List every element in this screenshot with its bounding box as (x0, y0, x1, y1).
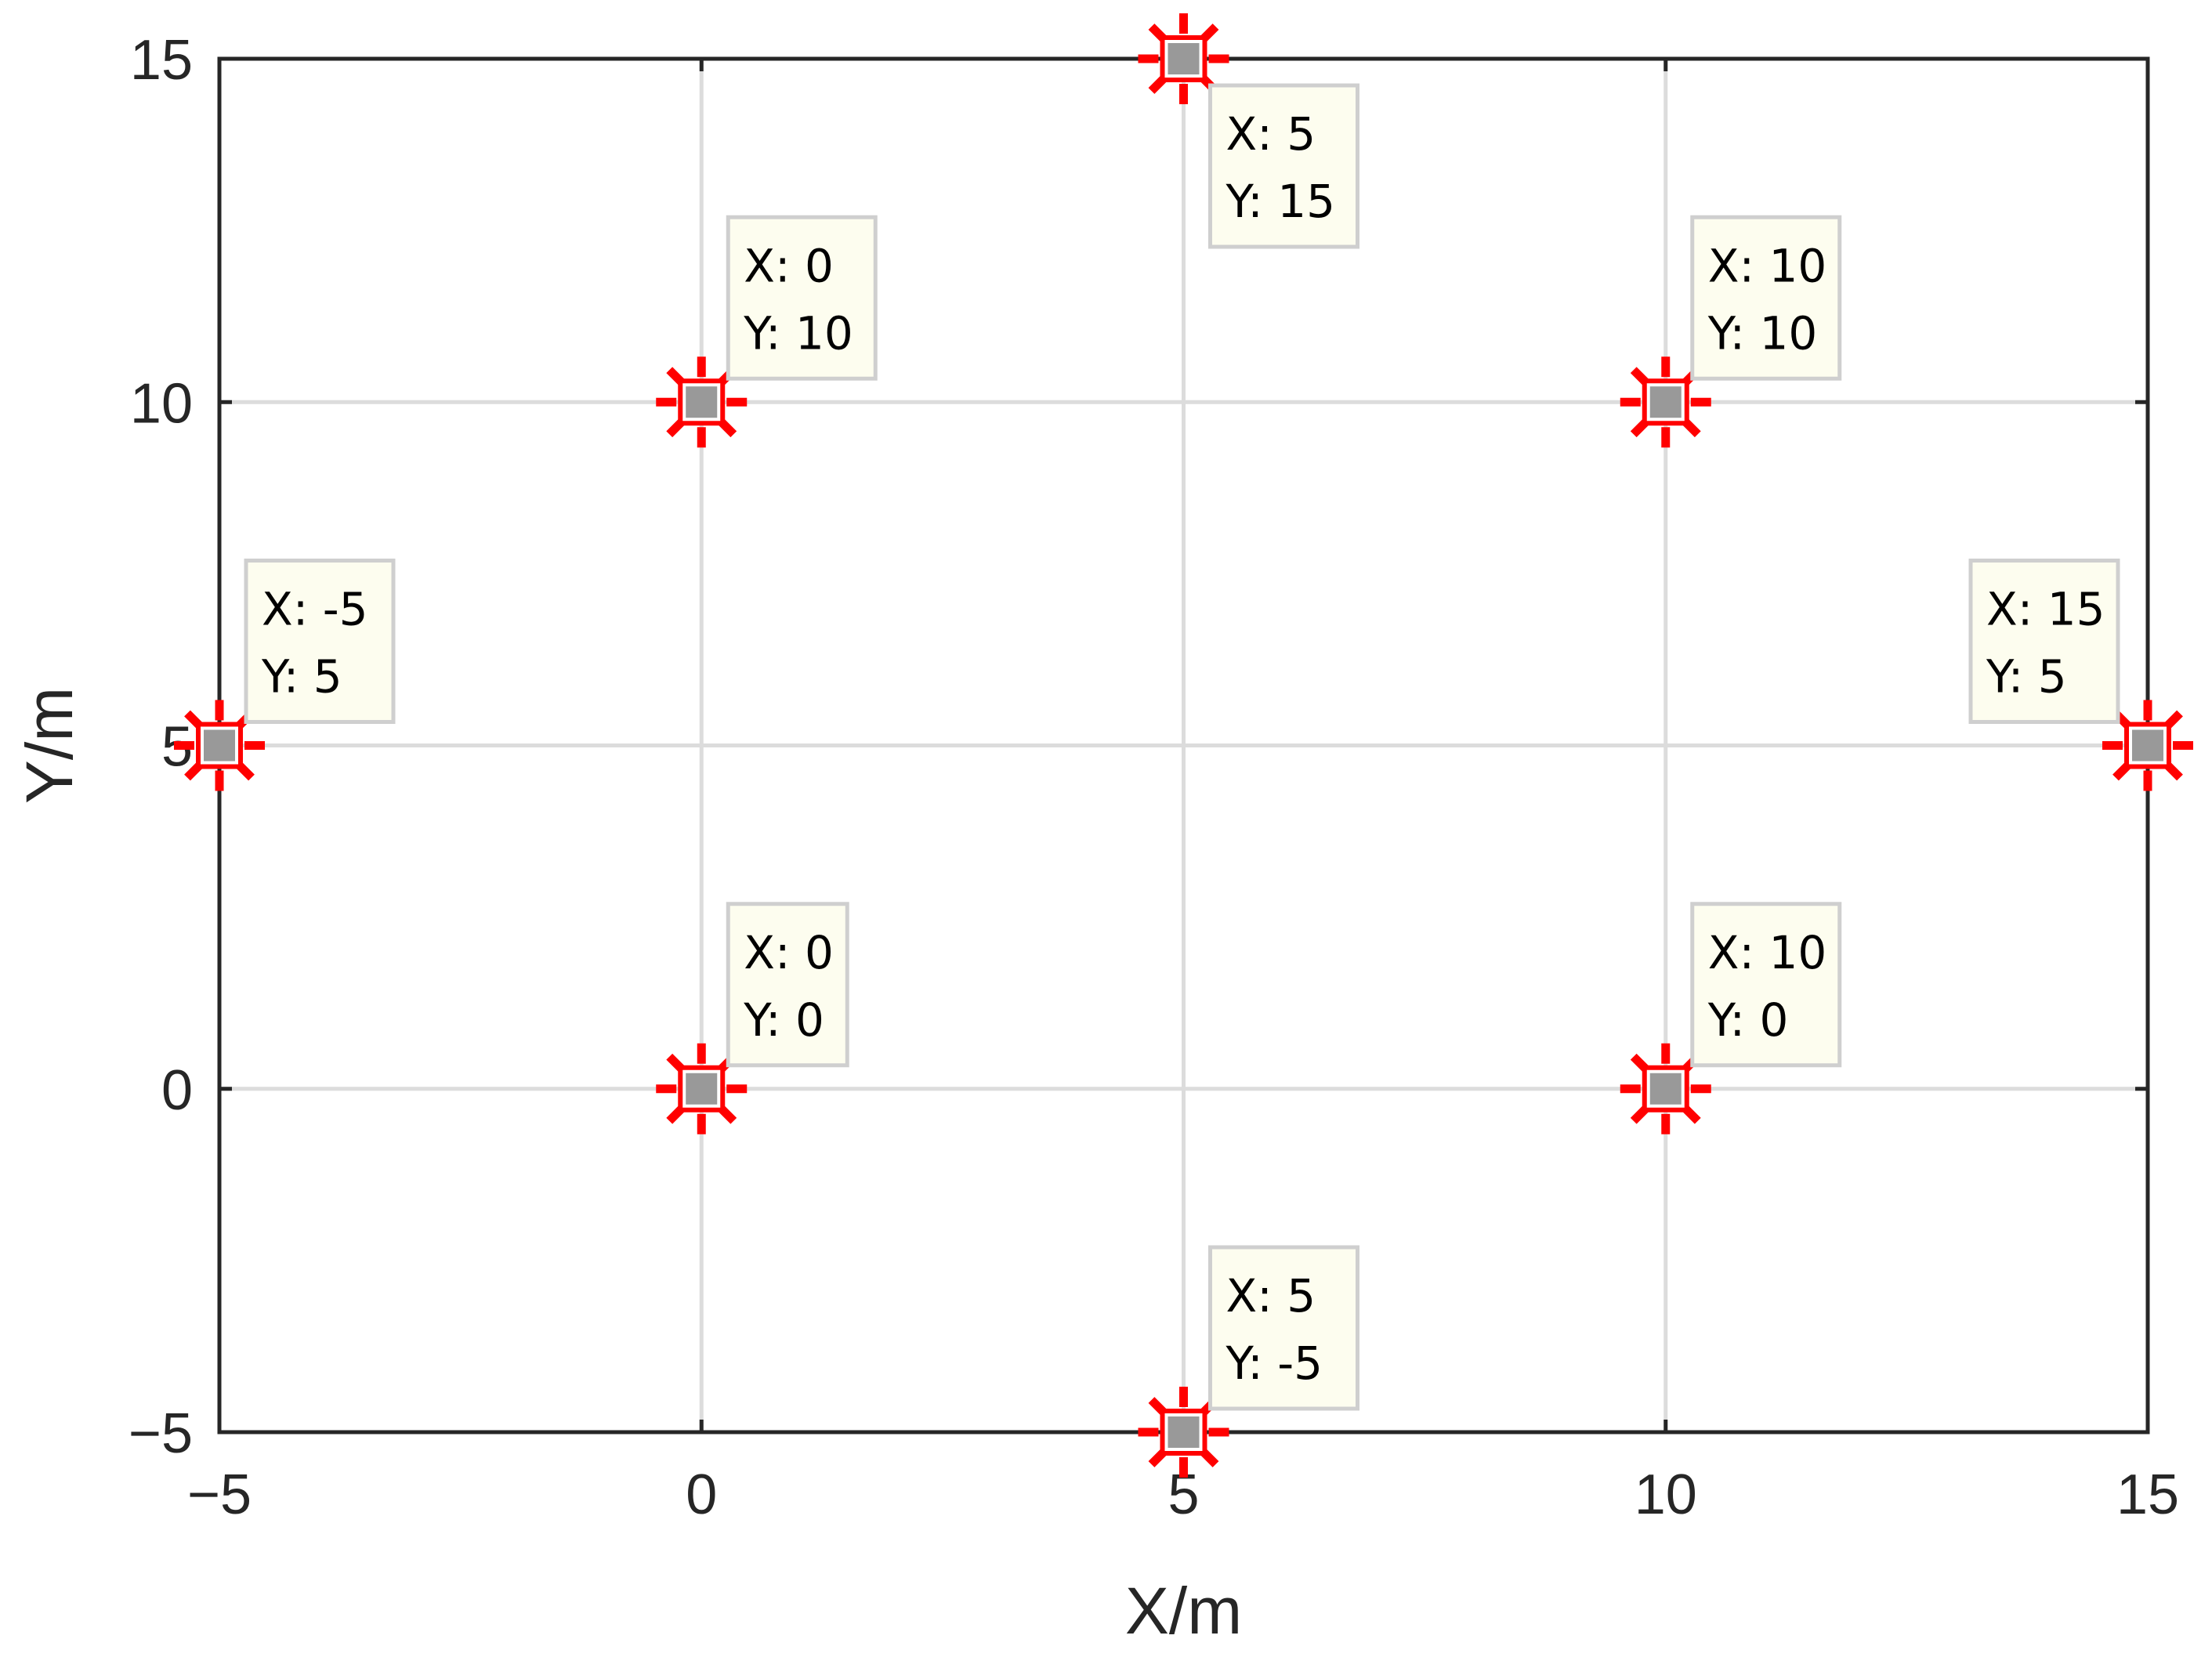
data-tip-x: X: 0 (744, 926, 834, 979)
marker-square (204, 729, 235, 762)
data-tip-x: X: 5 (1226, 1269, 1316, 1322)
y-tick-label: −5 (129, 1402, 193, 1465)
data-tip-box (1968, 559, 2120, 724)
data-tip: X: 0 Y: 0 (726, 902, 849, 1068)
data-tip-x: X: -5 (262, 583, 368, 636)
data-point[interactable] (1620, 1043, 1711, 1134)
data-tip-box (726, 215, 878, 381)
y-tick-label: 10 (130, 372, 193, 435)
y-tick-label: 15 (130, 29, 193, 92)
data-tip: X: 15 Y: 5 (1968, 559, 2120, 724)
data-tip-y: Y: 10 (743, 306, 853, 360)
marker-square (1649, 1073, 1682, 1105)
data-tip: X: -5 Y: 5 (244, 559, 396, 724)
x-tick-label: −5 (187, 1463, 252, 1526)
x-tick-label: 15 (2116, 1463, 2179, 1526)
data-tip-x: X: 10 (1708, 926, 1827, 979)
grid (217, 56, 2150, 1434)
data-tip: X: 0 Y: 10 (726, 215, 878, 381)
marker-square (1168, 1416, 1200, 1448)
data-tip-y: Y: 5 (261, 650, 342, 704)
marker-square (686, 1073, 718, 1105)
data-tip-box (244, 559, 396, 724)
marker-square (2132, 729, 2163, 762)
marker-square (1168, 43, 1200, 74)
data-point[interactable] (174, 700, 265, 791)
data-tip: X: 10 Y: 0 (1690, 902, 1842, 1068)
data-tip-box (1208, 1245, 1359, 1411)
marker-square (1649, 386, 1682, 418)
data-tip-y: Y: -5 (1225, 1337, 1323, 1390)
data-tip: X: 5 Y: 15 (1208, 83, 1359, 249)
data-point[interactable] (1620, 356, 1711, 448)
data-tips: X: 5Y: 15X: 0Y: 10X: 10Y: 10X: -5Y: 5X: … (244, 83, 2120, 1411)
data-tip: X: 5 Y: -5 (1208, 1245, 1359, 1411)
data-tip-box (1690, 902, 1842, 1068)
marker-square (686, 386, 718, 418)
data-tip: X: 10 Y: 10 (1690, 215, 1842, 381)
x-axis-label: X/m (1125, 1574, 1242, 1648)
data-tip-box (726, 902, 849, 1068)
y-axis-label: Y/m (13, 687, 86, 804)
x-tick-label: 0 (686, 1463, 717, 1526)
data-tip-box (1208, 83, 1359, 249)
data-point[interactable] (656, 1043, 748, 1134)
y-tick-label: 0 (161, 1059, 193, 1122)
data-tip-y: Y: 0 (1707, 993, 1789, 1047)
data-tip-x: X: 15 (1986, 583, 2105, 636)
data-tip-y: Y: 10 (1707, 306, 1818, 360)
data-tip-box (1690, 215, 1842, 381)
data-tip-y: Y: 5 (1986, 650, 2067, 704)
x-tick-label: 10 (1635, 1463, 1697, 1526)
data-tip-x: X: 10 (1708, 239, 1827, 292)
data-tip-x: X: 5 (1226, 107, 1316, 161)
data-tip-y: Y: 0 (743, 993, 824, 1047)
data-tip-x: X: 0 (744, 239, 834, 292)
data-tip-y: Y: 15 (1225, 175, 1336, 228)
